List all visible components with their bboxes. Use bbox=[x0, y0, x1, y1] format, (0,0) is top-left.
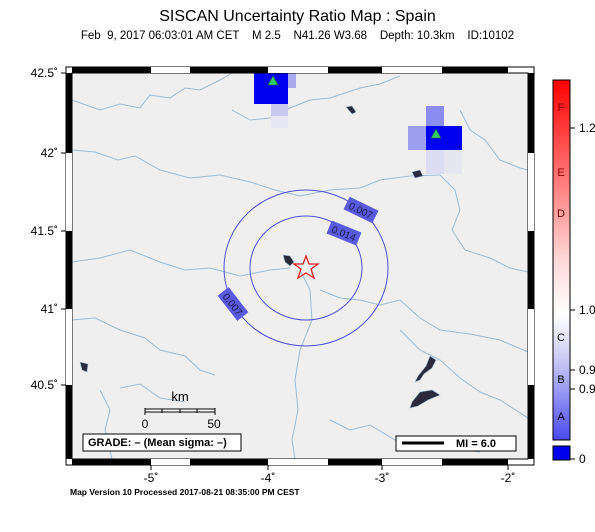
lon-label-minus4: -4˚ bbox=[260, 471, 276, 485]
colorbar-zero-swatch bbox=[552, 445, 571, 461]
uncertainty-contours bbox=[223, 189, 389, 347]
colorbar-value-0: 0 bbox=[579, 452, 586, 466]
scale-bar-tick-50: 50 bbox=[207, 417, 221, 431]
scale-bar: km 0 50 bbox=[142, 389, 221, 431]
colorbar-letter-c: C bbox=[557, 332, 565, 344]
river-6 bbox=[291, 269, 313, 460]
lon-label-minus2: -2˚ bbox=[500, 471, 516, 485]
river-4 bbox=[71, 317, 216, 376]
river-9 bbox=[439, 174, 529, 273]
reservoir-6 bbox=[409, 389, 441, 409]
lat-label-42-5: 42.5˚ bbox=[30, 66, 58, 80]
reservoir-1 bbox=[345, 105, 357, 115]
star-icon bbox=[291, 254, 321, 280]
colorbar-value-0-9b: 0.9 bbox=[579, 382, 595, 396]
colorbar-letter-d: D bbox=[557, 208, 565, 220]
colorbar-letter-a: A bbox=[557, 411, 565, 423]
colorbar-letter-f: F bbox=[558, 102, 565, 114]
map-version-footer: Map Version 10 Processed 2017-08-21 08:3… bbox=[70, 487, 300, 497]
lat-label-42: 42˚ bbox=[40, 146, 58, 160]
lon-label-minus3: -3˚ bbox=[374, 471, 390, 485]
reservoir-2 bbox=[411, 169, 424, 179]
station-north-cells bbox=[254, 72, 296, 128]
scale-bar-unit: km bbox=[171, 389, 188, 404]
contour-outer bbox=[223, 189, 389, 347]
rivers bbox=[71, 72, 529, 460]
river-11 bbox=[459, 109, 529, 171]
lon-label-minus5: -5˚ bbox=[143, 471, 159, 485]
map-title: SISCAN Uncertainty Ratio Map : Spain bbox=[159, 8, 436, 25]
triangle-icon bbox=[430, 128, 442, 139]
lat-label-41: 41˚ bbox=[40, 302, 58, 316]
river-10 bbox=[399, 329, 529, 419]
reservoir-5 bbox=[414, 355, 437, 383]
colorbar-value-1-2: 1.2 bbox=[579, 121, 595, 135]
contour-inner bbox=[249, 215, 363, 321]
colorbar-gradient bbox=[552, 79, 571, 441]
grade-text: GRADE: – (Mean sigma: –) bbox=[88, 437, 227, 449]
mi-legend-label: MI = 6.0 bbox=[456, 438, 496, 450]
colorbar-value-0-9a: 0.9 bbox=[579, 363, 595, 377]
map-frame bbox=[61, 66, 535, 470]
colorbar: F E D C B A 1.2 1.0 0.9 0.9 0 bbox=[552, 79, 595, 466]
triangle-icon bbox=[267, 75, 279, 86]
river-8 bbox=[231, 75, 401, 121]
map-subtitle: Feb 9, 2017 06:03:01 AM CET M 2.5 N41.26… bbox=[80, 30, 515, 42]
colorbar-letter-e: E bbox=[557, 167, 564, 179]
lat-label-41-5: 41.5˚ bbox=[30, 224, 58, 238]
river-5 bbox=[119, 383, 186, 403]
colorbar-value-1-0: 1.0 bbox=[579, 303, 595, 317]
reservoirs bbox=[79, 105, 441, 409]
reservoir-3 bbox=[282, 254, 295, 267]
river-1 bbox=[71, 72, 233, 111]
colorbar-letter-b: B bbox=[557, 374, 564, 386]
river-2 bbox=[71, 149, 441, 197]
grade-box: GRADE: – (Mean sigma: –) bbox=[82, 433, 242, 452]
reservoir-4 bbox=[79, 361, 89, 373]
mi-legend: MI = 6.0 bbox=[395, 435, 517, 452]
river-7 bbox=[319, 289, 529, 353]
river-3 bbox=[71, 249, 291, 277]
scale-bar-tick-0: 0 bbox=[142, 417, 149, 431]
lat-label-40-5: 40.5˚ bbox=[30, 378, 58, 392]
